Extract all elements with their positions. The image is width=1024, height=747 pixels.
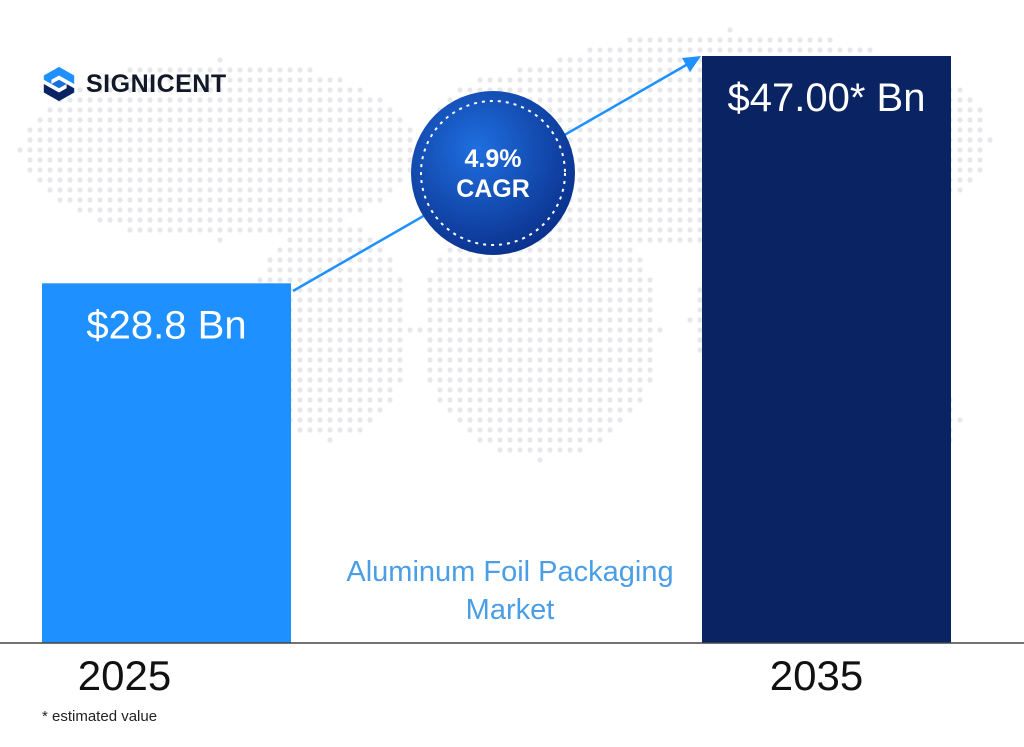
x-tick-label-2025: 2025 [78, 652, 171, 699]
signicent-logo-icon [43, 66, 75, 102]
cagr-dashed-ring [420, 100, 566, 246]
brand-logo: SIGNICENT [40, 64, 227, 104]
bar-value-label-2035: $47.00* Bn [728, 76, 926, 120]
cagr-badge: 4.9% CAGR [411, 91, 575, 255]
market-title: Aluminum Foil Packaging Market [346, 556, 674, 626]
estimated-footnote: * estimated value [42, 708, 158, 725]
cagr-circle [411, 91, 575, 255]
growth-arrowhead [682, 56, 701, 72]
bar-2025 [42, 283, 291, 643]
cagr-label: CAGR [456, 175, 530, 203]
bar-value-label-2025: $28.8 Bn [86, 303, 246, 347]
cagr-value: 4.9% [465, 145, 522, 173]
bar-2035 [702, 56, 951, 643]
brand-name: SIGNICENT [86, 69, 227, 98]
x-tick-label-2035: 2035 [770, 652, 863, 699]
